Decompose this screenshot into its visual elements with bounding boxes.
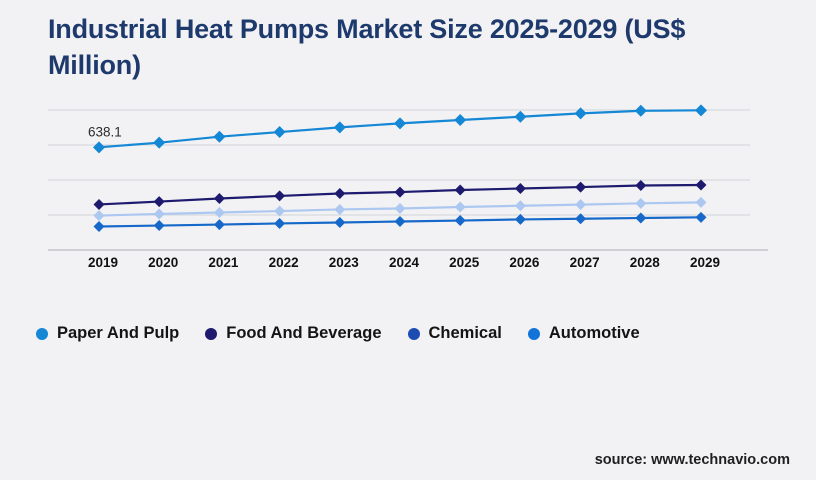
data-point-automotive-2020 (153, 220, 165, 232)
x-axis-label-2024: 2024 (389, 255, 420, 270)
data-point-chemical-2024 (394, 202, 406, 214)
data-point-paper-and-pulp-2025 (454, 113, 467, 126)
data-point-automotive-2019 (93, 221, 105, 233)
x-axis-label-2023: 2023 (329, 255, 360, 270)
legend-item-food-and-beverage: Food And Beverage (205, 324, 382, 343)
data-point-food-and-beverage-2021 (213, 193, 225, 205)
x-axis-label-2026: 2026 (509, 255, 540, 270)
data-point-automotive-2026 (514, 213, 526, 225)
data-point-chemical-2023 (334, 203, 346, 215)
data-point-automotive-2025 (454, 215, 466, 227)
data-point-chemical-2019 (93, 210, 105, 222)
data-point-food-and-beverage-2025 (454, 184, 466, 196)
x-axis-label-2020: 2020 (148, 255, 178, 270)
x-axis-label-2028: 2028 (630, 255, 661, 270)
data-point-paper-and-pulp-2020 (153, 136, 166, 149)
x-axis-label-2025: 2025 (449, 255, 480, 270)
legend-item-chemical: Chemical (407, 324, 502, 343)
legend-label-paper-and-pulp: Paper And Pulp (57, 324, 180, 342)
data-point-food-and-beverage-2019 (93, 198, 105, 210)
data-point-chemical-2021 (213, 207, 225, 219)
source-attribution: source: www.technavio.com (594, 452, 790, 468)
legend-dot-food-and-beverage (205, 327, 218, 340)
data-point-food-and-beverage-2026 (514, 183, 526, 195)
data-point-paper-and-pulp-2023 (333, 121, 346, 134)
data-point-chemical-2025 (454, 201, 466, 213)
annotation-value-label: 638.1 (88, 124, 122, 139)
data-point-food-and-beverage-2020 (153, 196, 165, 208)
legend-dot-paper-and-pulp (36, 327, 48, 340)
data-point-food-and-beverage-2024 (394, 186, 406, 198)
data-point-paper-and-pulp-2029 (695, 104, 707, 117)
data-point-paper-and-pulp-2027 (574, 107, 587, 120)
data-point-automotive-2021 (213, 219, 225, 231)
legend-label-chemical: Chemical (428, 324, 502, 342)
data-point-food-and-beverage-2022 (274, 190, 286, 202)
data-point-chemical-2028 (635, 197, 647, 209)
legend-item-automotive: Automotive (527, 324, 640, 343)
data-point-automotive-2029 (695, 211, 707, 223)
legend-label-food-and-beverage: Food And Beverage (226, 324, 382, 342)
data-point-automotive-2022 (274, 217, 286, 229)
line-chart: 638.1 2019 2020 2021 2022 2023 2024 2025 2026 202… (48, 104, 768, 270)
chart-legend: Paper And Pulp Food And Beverage Chemical A… (36, 324, 640, 343)
data-point-paper-and-pulp-2021 (213, 130, 226, 143)
data-point-paper-and-pulp-2019 (93, 141, 105, 154)
data-point-paper-and-pulp-2022 (273, 126, 286, 139)
data-point-paper-and-pulp-2024 (394, 117, 406, 130)
data-point-paper-and-pulp-2028 (634, 104, 647, 117)
x-axis-label-2019: 2019 (88, 255, 118, 270)
data-point-chemical-2020 (153, 208, 165, 220)
data-point-food-and-beverage-2029 (695, 179, 707, 191)
legend-dot-chemical (407, 327, 420, 340)
data-point-food-and-beverage-2023 (334, 188, 346, 200)
data-point-chemical-2029 (695, 196, 707, 208)
data-point-chemical-2022 (274, 205, 286, 217)
data-point-automotive-2023 (334, 216, 346, 228)
legend-item-paper-and-pulp: Paper And Pulp (36, 324, 179, 343)
data-point-food-and-beverage-2028 (635, 179, 647, 191)
data-point-chemical-2027 (575, 199, 587, 211)
legend-dot-automotive (527, 327, 540, 340)
data-point-chemical-2026 (514, 200, 526, 212)
chart-title: Industrial Heat Pumps Market Size 2025-2… (48, 14, 686, 80)
data-point-automotive-2024 (394, 216, 406, 228)
x-axis-label-2029: 2029 (690, 255, 720, 270)
data-point-paper-and-pulp-2026 (514, 110, 527, 123)
x-axis-label-2027: 2027 (570, 255, 600, 270)
x-axis-label-2022: 2022 (269, 255, 299, 270)
data-point-automotive-2027 (575, 213, 587, 225)
x-axis-label-2021: 2021 (208, 255, 239, 270)
data-point-automotive-2028 (635, 212, 647, 224)
data-point-food-and-beverage-2027 (575, 181, 587, 193)
legend-label-automotive: Automotive (548, 324, 640, 342)
